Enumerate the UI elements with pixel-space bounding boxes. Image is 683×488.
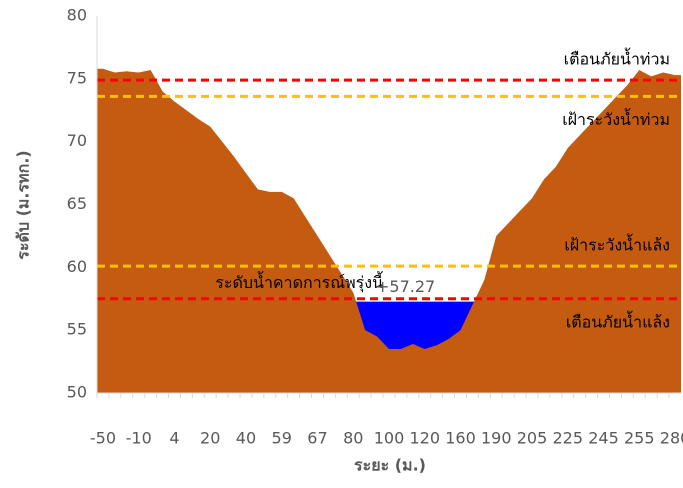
y-tick-label: 60 <box>67 257 87 276</box>
y-tick-label: 55 <box>67 320 87 339</box>
x-tick-label: 190 <box>481 429 512 448</box>
ground-area <box>97 68 681 393</box>
y-axis-title: ระดับ (ม.รทก.) <box>14 150 33 259</box>
x-tick-label: 4 <box>169 429 179 448</box>
x-tick-label: 120 <box>409 429 440 448</box>
x-tick-label: 160 <box>445 429 476 448</box>
x-tick-label: 67 <box>307 429 327 448</box>
y-tick-label: 70 <box>67 131 87 150</box>
water-level-value: +57.27 <box>376 277 435 296</box>
x-tick-label: 59 <box>272 429 292 448</box>
x-tick-label: 280 <box>660 429 683 448</box>
threshold-label: เฝ้าระวังน้ำท่วม <box>562 108 670 129</box>
threshold-label: เตือนภัยน้ำแล้ง <box>566 310 670 331</box>
x-tick-label: 225 <box>553 429 584 448</box>
x-tick-label: 100 <box>374 429 405 448</box>
y-tick-label: 75 <box>67 68 87 87</box>
x-axis-title: ระยะ (ม.) <box>354 456 426 475</box>
x-tick-label: -50 <box>90 429 116 448</box>
y-tick-label: 80 <box>67 6 87 25</box>
x-tick-label: 255 <box>624 429 655 448</box>
x-tick-label: 40 <box>236 429 256 448</box>
threshold-label: เตือนภัยน้ำท่วม <box>564 48 670 69</box>
x-tick-label: 205 <box>517 429 548 448</box>
threshold-label: เฝ้าระวังน้ำแล้ง <box>564 234 670 255</box>
water-level-label: ระดับน้ำคาดการณ์พรุ่งนี้ <box>215 271 383 293</box>
x-tick-label: -10 <box>126 429 152 448</box>
x-tick-label: 20 <box>200 429 220 448</box>
x-tick-label: 245 <box>588 429 619 448</box>
y-tick-label: 50 <box>67 383 87 402</box>
x-tick-label: 80 <box>343 429 363 448</box>
y-tick-label: 65 <box>67 194 87 213</box>
